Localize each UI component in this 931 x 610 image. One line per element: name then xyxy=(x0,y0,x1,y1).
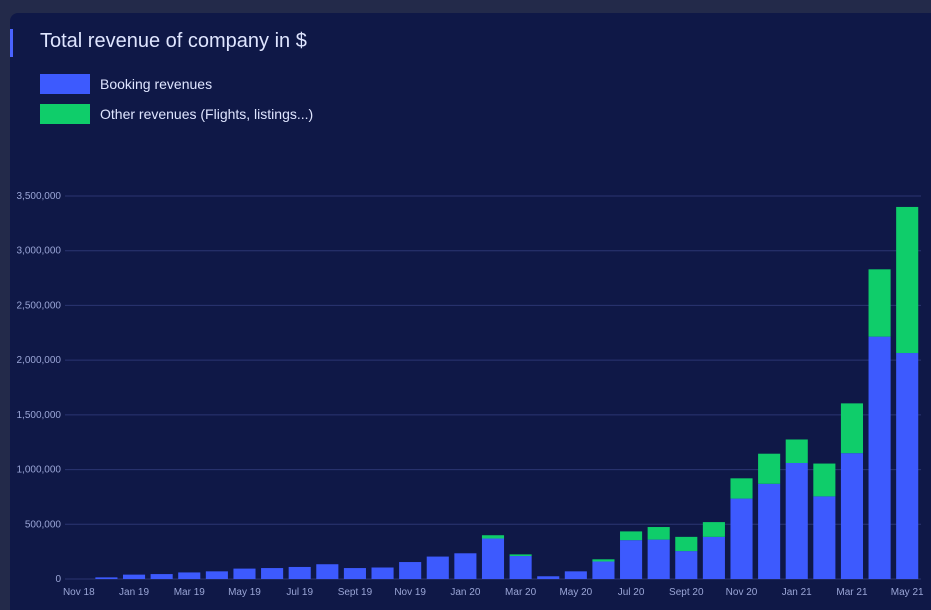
bar-booking[interactable] xyxy=(288,566,311,579)
x-tick-label: Mar 19 xyxy=(174,587,206,598)
bar-booking[interactable] xyxy=(564,571,587,579)
y-tick-label: 1,000,000 xyxy=(17,465,62,476)
legend: Booking revenues Other revenues (Flights… xyxy=(40,73,313,133)
chart-panel: Total revenue of company in $ Booking re… xyxy=(10,13,931,610)
legend-label-booking: Booking revenues xyxy=(100,76,213,92)
bar-booking[interactable] xyxy=(399,562,422,579)
bar-other[interactable] xyxy=(840,403,864,454)
bar-booking[interactable] xyxy=(813,496,836,579)
bar-other[interactable] xyxy=(481,535,505,539)
x-tick-label: Sept 20 xyxy=(669,587,704,598)
bar-other[interactable] xyxy=(896,206,919,354)
x-tick-label: May 19 xyxy=(228,587,261,598)
x-tick-label: Sept 19 xyxy=(338,587,373,598)
bar-booking[interactable] xyxy=(233,568,256,579)
bar-other[interactable] xyxy=(730,478,753,499)
bar-booking[interactable] xyxy=(620,540,643,579)
bar-other[interactable] xyxy=(702,522,725,537)
bar-other[interactable] xyxy=(758,453,781,484)
bar-booking[interactable] xyxy=(702,536,725,579)
bar-booking[interactable] xyxy=(371,567,394,579)
y-tick-label: 2,500,000 xyxy=(17,300,62,311)
bar-other[interactable] xyxy=(868,269,891,337)
bar-booking[interactable] xyxy=(730,498,753,579)
x-tick-label: May 20 xyxy=(559,587,592,598)
bar-booking[interactable] xyxy=(178,572,201,579)
bar-other[interactable] xyxy=(813,463,836,497)
bar-other[interactable] xyxy=(509,554,532,557)
x-tick-label: May 21 xyxy=(891,587,924,598)
bar-booking[interactable] xyxy=(95,577,118,579)
legend-swatch-booking xyxy=(40,74,90,94)
legend-item-booking[interactable]: Booking revenues xyxy=(40,73,313,95)
x-tick-label: Mar 21 xyxy=(836,587,868,598)
y-tick-label: 3,500,000 xyxy=(17,191,62,202)
bar-booking[interactable] xyxy=(261,568,284,579)
bar-booking[interactable] xyxy=(868,336,891,579)
bar-booking[interactable] xyxy=(343,568,366,579)
bar-booking[interactable] xyxy=(592,561,615,579)
bar-booking[interactable] xyxy=(896,353,919,579)
x-tick-label: Nov 20 xyxy=(726,587,758,598)
bar-booking[interactable] xyxy=(647,539,670,579)
legend-label-other: Other revenues (Flights, listings...) xyxy=(100,106,314,122)
bar-booking[interactable] xyxy=(122,574,146,579)
x-tick-label: Nov 19 xyxy=(394,587,426,598)
bar-booking[interactable] xyxy=(785,463,808,579)
bar-booking[interactable] xyxy=(316,564,339,579)
bar-booking[interactable] xyxy=(675,551,698,579)
legend-swatch-other xyxy=(40,104,90,124)
bar-booking[interactable] xyxy=(481,538,505,579)
y-tick-label: 1,500,000 xyxy=(17,410,62,421)
bar-booking[interactable] xyxy=(426,556,449,579)
x-tick-label: Jan 21 xyxy=(782,587,812,598)
x-tick-label: Nov 18 xyxy=(63,587,95,598)
bar-other[interactable] xyxy=(620,531,643,541)
bar-chart: 0 500,000 1,000,000 1,500,000 2,000,000 2,500… xyxy=(17,191,925,598)
bar-booking[interactable] xyxy=(150,574,173,579)
y-tick-label: 0 xyxy=(55,574,61,585)
bar-booking[interactable] xyxy=(509,556,532,579)
bar-booking[interactable] xyxy=(537,576,560,579)
x-tick-label: Mar 20 xyxy=(505,587,537,598)
x-tick-label: Jan 19 xyxy=(119,587,149,598)
bar-other[interactable] xyxy=(592,559,615,562)
legend-item-other[interactable]: Other revenues (Flights, listings...) xyxy=(40,103,313,125)
y-tick-label: 3,000,000 xyxy=(17,246,62,257)
y-tick-label: 2,000,000 xyxy=(17,355,62,366)
bar-booking[interactable] xyxy=(758,483,781,579)
bar-other[interactable] xyxy=(647,527,670,540)
x-tick-label: Jan 20 xyxy=(450,587,480,598)
bar-other[interactable] xyxy=(785,439,808,464)
bar-other[interactable] xyxy=(675,536,698,552)
chart-title: Total revenue of company in $ xyxy=(40,30,307,52)
title-accent-bar xyxy=(10,29,13,57)
bar-booking[interactable] xyxy=(840,453,864,579)
bar-booking[interactable] xyxy=(205,571,228,579)
x-tick-label: Jul 19 xyxy=(286,587,313,598)
y-tick-label: 500,000 xyxy=(25,519,62,530)
x-tick-label: Jul 20 xyxy=(618,587,645,598)
bar-booking[interactable] xyxy=(454,553,477,579)
